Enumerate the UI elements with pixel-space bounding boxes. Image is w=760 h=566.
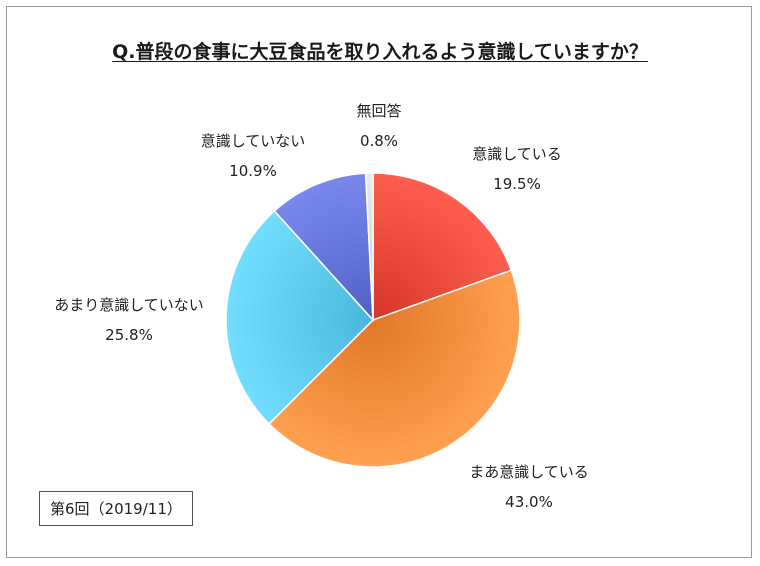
survey-round-note: 第6回（2019/11） <box>39 491 193 526</box>
pie-slice-2 <box>225 209 375 426</box>
pie-slice-0 <box>372 172 513 322</box>
slice-label-0: 意識している 19.5% <box>472 145 562 193</box>
slice-label-4: 無回答 0.8% <box>356 102 402 150</box>
slice-label-2: あまり意識していない 25.8% <box>54 296 204 344</box>
slice-label-1: まあ意識している 43.0% <box>469 463 589 511</box>
chart-frame: Q.普段の食事に大豆食品を取り入れるよう意識していますか？ 意識している 19.… <box>6 6 752 558</box>
pie-chart <box>225 172 521 468</box>
chart-title: Q.普段の食事に大豆食品を取り入れるよう意識していますか？ <box>112 41 648 63</box>
pie-slice-3 <box>273 172 374 323</box>
pie-slice-1 <box>267 269 521 468</box>
pie-slice-4 <box>364 172 374 321</box>
slice-label-3: 意識していない 10.9% <box>200 132 306 180</box>
